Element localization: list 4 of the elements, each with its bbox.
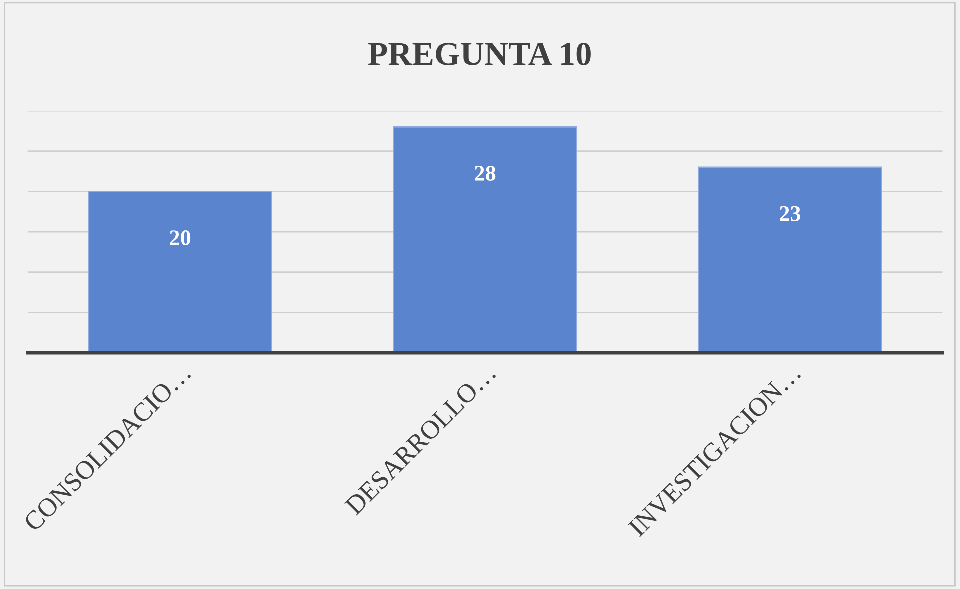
data-label: 23	[780, 206, 801, 222]
data-label: 20	[170, 230, 191, 246]
chart-title: PREGUNTA 10	[368, 42, 591, 66]
data-label: 28	[475, 166, 496, 181]
